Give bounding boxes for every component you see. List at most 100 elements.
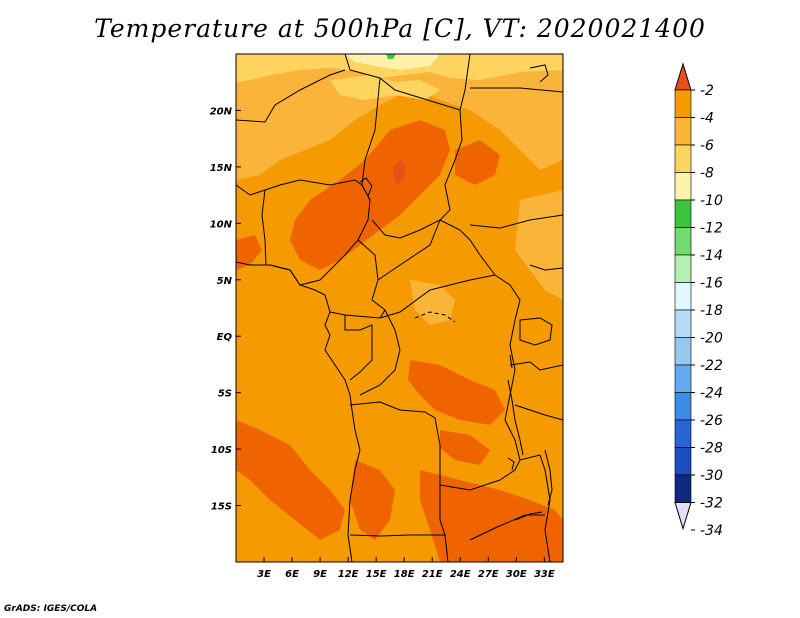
chart-title: Temperature at 500hPa [C], VT: 202002140… <box>94 14 706 43</box>
border-gabon-congo <box>344 315 373 381</box>
colorbar-swatch <box>674 172 692 201</box>
x-tick-label: 21E <box>422 569 443 580</box>
colorbar-swatch <box>674 144 692 173</box>
colorbar-swatch <box>674 337 692 366</box>
field-dark-orange-congo <box>408 360 505 425</box>
colorbar-label: -18 <box>700 303 723 319</box>
colorbar-swatch <box>674 199 692 228</box>
colorbar-swatch <box>674 419 692 448</box>
colorbar-swatch <box>674 89 692 118</box>
x-axis-ticks: 3E 6E 9E 12E 15E 18E 21E 24E 27E 30E 33E <box>257 557 555 580</box>
field-light-orange-northeast <box>470 80 563 140</box>
field-dark-orange-west <box>236 235 262 270</box>
colorbar-bottom-arrow <box>674 502 692 531</box>
border-mozambique <box>539 454 551 562</box>
y-tick-label: 5N <box>217 276 233 287</box>
colorbar-label: -8 <box>700 166 714 182</box>
border-zambia <box>439 454 541 491</box>
colorbar-label: -4 <box>700 111 714 127</box>
colorbar-label: -20 <box>700 331 723 347</box>
y-tick-label: 15S <box>211 502 232 513</box>
colorbar-swatch <box>674 254 692 283</box>
y-tick-label: EQ <box>217 332 233 343</box>
border-chad-sudan <box>371 109 463 239</box>
colorbar-swatch <box>674 309 692 338</box>
y-tick-label: 15N <box>210 163 233 174</box>
y-tick-label: 20N <box>210 106 233 117</box>
field-light-orange-east <box>515 190 563 300</box>
field-light-orange-central <box>410 280 455 325</box>
border-benin-togo <box>261 189 267 266</box>
coastline-nile-east <box>529 64 549 83</box>
border-car-south-sudan <box>439 219 511 286</box>
coastline-congo-river <box>414 311 456 323</box>
temperature-field <box>236 54 563 562</box>
colorbar-label: -14 <box>700 248 723 264</box>
border-libya-niger-chad <box>344 54 471 111</box>
border-cameroon <box>329 239 386 319</box>
x-tick-label: 30E <box>506 569 527 580</box>
coastline-lake-mweru <box>507 457 515 471</box>
coastline-lake-chad <box>359 177 373 197</box>
coastline-kariba <box>514 511 543 521</box>
coastline-lake-kivu <box>509 354 513 369</box>
colorbar-swatch <box>674 392 692 421</box>
border-congo-drc <box>359 309 401 396</box>
x-tick-label: 27E <box>478 569 499 580</box>
country-borders <box>236 54 563 562</box>
field-dark-orange-core <box>393 160 406 184</box>
border-zambia-zimbabwe <box>469 514 545 541</box>
field-dark-orange-lakes <box>440 430 490 465</box>
colorbar-swatch <box>674 117 692 146</box>
x-tick-label: 15E <box>366 569 387 580</box>
colorbar-label: -32 <box>700 496 723 512</box>
x-tick-label: 6E <box>285 569 299 580</box>
field-dark-orange-southwest <box>236 420 345 540</box>
coastline-lake-victoria <box>519 317 553 346</box>
colorbar-swatch <box>674 474 692 503</box>
x-tick-label: 33E <box>534 569 555 580</box>
x-tick-label: 9E <box>313 569 327 580</box>
x-tick-label: 12E <box>338 569 359 580</box>
coastline-lake-malawi <box>544 449 553 506</box>
border-nigeria <box>264 179 371 286</box>
colorbar-swatch <box>674 447 692 476</box>
border-tanzania <box>514 404 563 421</box>
colorbar-label: -6 <box>700 138 714 154</box>
border-car-south <box>379 274 496 319</box>
grads-credit: GrADS: IGES/COLA <box>4 604 98 614</box>
colorbar-label: -26 <box>700 413 723 429</box>
colorbar-label: -34 <box>700 523 723 539</box>
border-uganda-kenya <box>529 264 563 271</box>
field-light-orange-north <box>236 54 563 180</box>
colorbar-label: -24 <box>700 386 723 402</box>
border-namibia-botswana <box>444 534 449 562</box>
border-car <box>377 219 441 281</box>
y-axis-ticks: 20N 15N 10N 5N EQ 5S 10S 15S <box>210 106 241 513</box>
colorbar-swatch <box>674 364 692 393</box>
coastline-lake-tanganyika <box>507 379 524 456</box>
field-dark-orange-angola <box>350 460 395 540</box>
x-tick-label: 24E <box>450 569 471 580</box>
border-angola-drc <box>349 401 441 470</box>
map-panel: 3E 6E 9E 12E 15E 18E 21E 24E 27E 30E 33E 20N 15N 10N… <box>210 53 564 580</box>
border-drc-east <box>504 284 521 461</box>
field-green-spot <box>386 54 396 59</box>
border-sudan-egypt <box>470 87 563 93</box>
colorbar-label: -16 <box>700 276 723 292</box>
colorbar-label: -28 <box>700 441 723 457</box>
field-dark-orange-sahel <box>290 120 450 270</box>
field-very-pale-north <box>345 54 440 70</box>
colorbar-label: -2 <box>700 83 714 99</box>
colorbar: -2 -4 -6 -8 -10 -12 -14 -16 -18 -20 -22 -24 -26 -28 -3… <box>674 62 723 539</box>
border-burkina <box>236 184 266 196</box>
x-tick-label: 3E <box>257 569 271 580</box>
colorbar-label: -22 <box>700 358 723 374</box>
coastline-west-africa <box>236 261 361 562</box>
border-angola-zambia <box>349 470 446 537</box>
field-pale-yellow-north-center <box>330 75 440 100</box>
colorbar-swatch <box>674 227 692 256</box>
colorbar-label: -30 <box>700 468 723 484</box>
map-frame <box>235 53 564 563</box>
